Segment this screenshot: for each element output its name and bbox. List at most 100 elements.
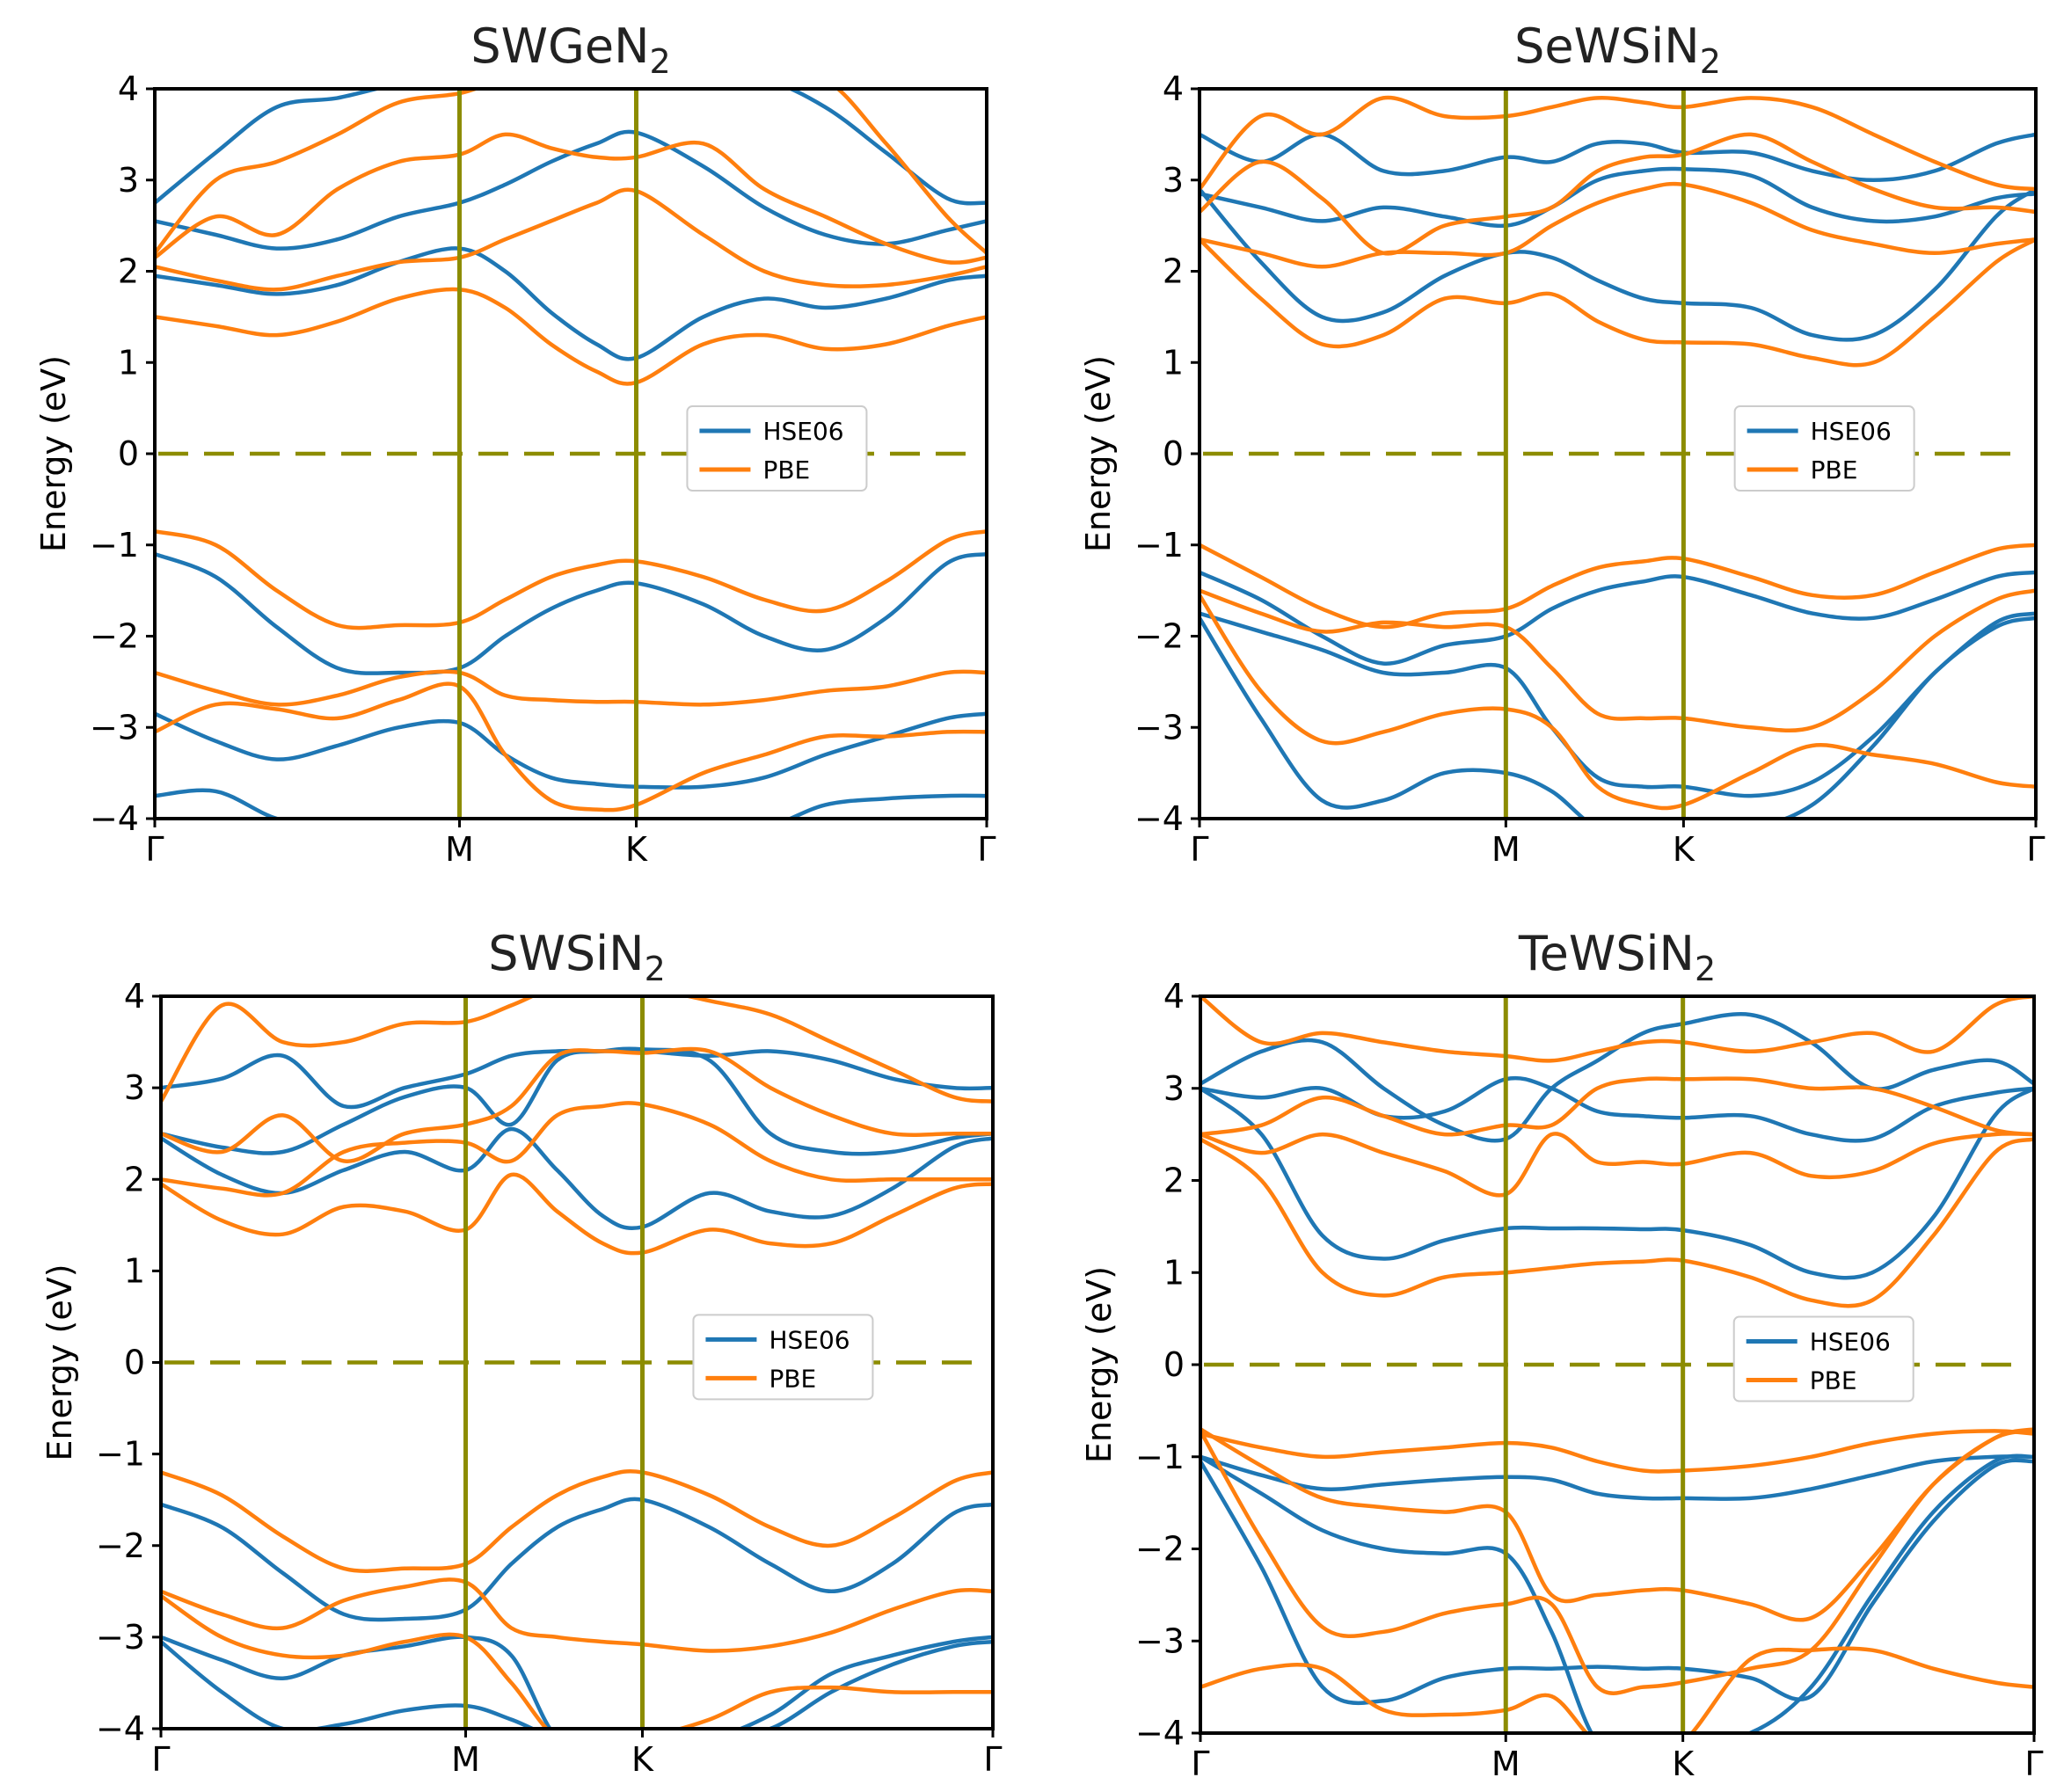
panel-title: SeWSiN2 xyxy=(1514,18,1721,81)
y-tick-label: −4 xyxy=(96,1709,145,1748)
hse06-band-vb3 xyxy=(161,1639,993,1729)
y-tick-label: 2 xyxy=(124,1160,145,1198)
y-tick-label: 0 xyxy=(1163,1345,1185,1384)
pbe-band-cb3 xyxy=(155,132,987,265)
hse06-band-vb3 xyxy=(155,788,987,819)
legend-label-hse06: HSE06 xyxy=(762,417,843,446)
plot-area xyxy=(1200,996,2034,1733)
pbe-band-cb4 xyxy=(155,89,987,256)
y-tick-label: 2 xyxy=(1163,252,1184,291)
hse06-band-vb1 xyxy=(155,551,987,675)
x-tick-label: Γ xyxy=(145,830,164,869)
y-tick-label: −2 xyxy=(90,617,139,656)
x-tick-label: Γ xyxy=(1190,830,1208,869)
y-tick-label: 3 xyxy=(118,161,139,200)
pbe-band-cb2 xyxy=(161,1101,993,1198)
y-axis-label: Energy (eV) xyxy=(40,1264,79,1461)
y-tick-label: 3 xyxy=(124,1068,145,1107)
hse06-band-vb2 xyxy=(1200,611,2036,798)
hse06-band-cb2 xyxy=(1200,166,2036,229)
pbe-band-cb2 xyxy=(1200,181,2036,269)
x-tick-label: Γ xyxy=(151,1740,170,1779)
y-tick-label: −1 xyxy=(1134,526,1184,565)
legend-label-pbe: PBE xyxy=(1810,1366,1857,1395)
y-axis-label: Energy (eV) xyxy=(1079,355,1118,552)
pbe-band-vb3 xyxy=(1200,1429,2034,1695)
hse06-band-cb2 xyxy=(1200,1075,2034,1143)
panel-title: SWSiN2 xyxy=(488,926,666,988)
y-tick-label: 4 xyxy=(124,977,145,1016)
pbe-band-vb1 xyxy=(1200,543,2036,630)
x-tick-label: M xyxy=(445,830,474,869)
y-axis-label: Energy (eV) xyxy=(1080,1266,1119,1463)
pbe-band-vb1 xyxy=(1200,1429,2034,1474)
y-tick-label: −3 xyxy=(1134,708,1184,747)
pbe-band-vb4 xyxy=(1200,1646,2034,1733)
pbe-band-cb4 xyxy=(1200,996,2034,1063)
y-tick-label: −1 xyxy=(96,1435,145,1474)
hse06-band-vb3 xyxy=(1200,616,2036,819)
hse06-band-vb3 xyxy=(1200,1458,2034,1706)
hse06-band-cb1 xyxy=(161,1126,993,1231)
y-tick-label: −4 xyxy=(90,799,139,838)
pbe-band-cb3 xyxy=(1200,132,2036,256)
legend-label-pbe: PBE xyxy=(769,1364,816,1393)
y-axis-label: Energy (eV) xyxy=(34,355,73,552)
y-tick-label: 0 xyxy=(1163,434,1184,473)
x-tick-label: Γ xyxy=(1191,1745,1209,1783)
y-tick-label: 0 xyxy=(118,434,139,473)
x-tick-label: K xyxy=(631,1740,654,1779)
hse06-band-cb2 xyxy=(155,129,987,251)
hse06-band-cb1 xyxy=(1200,186,2036,342)
hse06-band-vb1 xyxy=(1200,1454,2034,1501)
y-tick-label: 1 xyxy=(1163,343,1184,382)
y-tick-label: −2 xyxy=(1134,617,1184,656)
pbe-band-vb3 xyxy=(161,1593,993,1729)
panel-title: TeWSiN2 xyxy=(1518,926,1716,988)
y-tick-label: 2 xyxy=(118,252,139,291)
pbe-band-cb2 xyxy=(155,187,987,292)
y-tick-label: −3 xyxy=(96,1618,145,1657)
hse06-band-cb1 xyxy=(155,246,987,361)
x-tick-label: Γ xyxy=(977,830,995,869)
y-tick-label: 4 xyxy=(1163,69,1184,108)
x-tick-label: K xyxy=(625,830,648,869)
legend: HSE06 PBE xyxy=(1733,405,1915,492)
y-tick-label: 0 xyxy=(124,1344,145,1382)
y-tick-label: −3 xyxy=(90,708,139,747)
y-tick-label: 4 xyxy=(118,69,139,108)
legend-label-pbe: PBE xyxy=(762,455,810,484)
legend-label-hse06: HSE06 xyxy=(1810,1328,1891,1357)
y-tick-label: 4 xyxy=(1163,977,1185,1016)
pbe-band-cb3 xyxy=(1200,1076,2034,1137)
hse06-band-cb3 xyxy=(1200,132,2036,183)
hse06-band-vb1 xyxy=(1200,570,2036,666)
plot-area xyxy=(161,996,993,1729)
y-tick-label: 3 xyxy=(1163,1069,1185,1108)
legend-label-hse06: HSE06 xyxy=(1811,417,1892,446)
legend-label-hse06: HSE06 xyxy=(769,1325,850,1354)
plot-area xyxy=(1200,95,2036,819)
y-tick-label: 1 xyxy=(118,343,139,382)
pbe-band-vb1 xyxy=(155,528,987,630)
y-tick-label: 2 xyxy=(1163,1162,1185,1200)
y-tick-label: −1 xyxy=(90,526,139,565)
pbe-band-vb2 xyxy=(155,669,987,707)
hse06-band-cb1 xyxy=(1200,1086,2034,1280)
pbe-band-cb3 xyxy=(161,1046,993,1163)
y-tick-label: −2 xyxy=(1135,1530,1185,1569)
pbe-band-cb1 xyxy=(161,1172,993,1256)
y-tick-label: 1 xyxy=(1163,1253,1185,1292)
x-tick-label: Γ xyxy=(2026,830,2045,869)
x-tick-label: M xyxy=(1491,830,1520,869)
legend: HSE06 PBE xyxy=(1732,1315,1914,1402)
pbe-band-cb4 xyxy=(161,996,993,1104)
legend: HSE06 PBE xyxy=(692,1314,874,1401)
x-tick-label: K xyxy=(1673,830,1695,869)
y-tick-label: −3 xyxy=(1135,1621,1185,1660)
pbe-band-cb1 xyxy=(1200,237,2036,368)
x-tick-label: Γ xyxy=(983,1740,1002,1779)
